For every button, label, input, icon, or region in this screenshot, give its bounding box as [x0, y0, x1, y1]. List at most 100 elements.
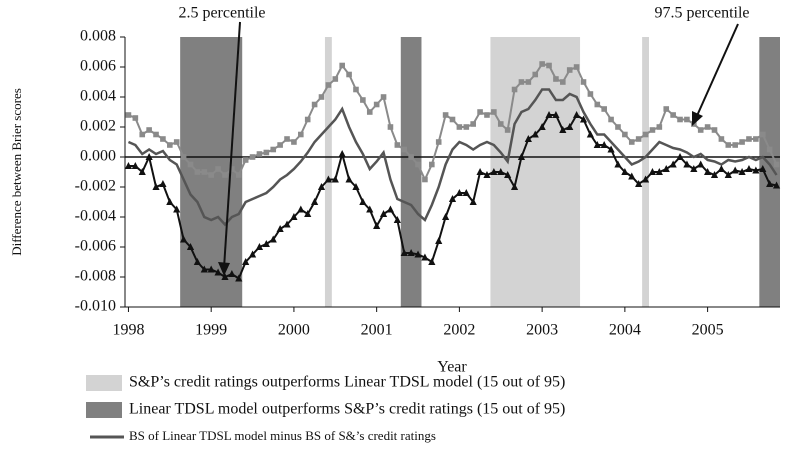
marker — [497, 121, 504, 127]
shaded-region — [642, 37, 649, 307]
marker — [456, 124, 463, 130]
marker — [642, 131, 649, 138]
marker — [704, 124, 711, 130]
marker — [228, 270, 236, 277]
marker — [332, 76, 339, 82]
shaded-region — [759, 37, 780, 307]
marker — [566, 67, 573, 73]
marker — [304, 210, 312, 217]
marker — [359, 198, 367, 205]
marker — [270, 146, 277, 153]
marker — [566, 123, 574, 130]
marker — [732, 142, 738, 148]
arrow-head — [692, 111, 703, 126]
marker — [187, 161, 194, 168]
x-tick-label: 2001 — [361, 322, 393, 339]
marker — [373, 222, 381, 229]
marker — [580, 79, 587, 85]
marker — [394, 142, 401, 148]
marker — [573, 111, 581, 118]
marker — [222, 172, 228, 178]
marker — [407, 249, 415, 256]
marker — [724, 171, 732, 178]
marker — [704, 168, 712, 175]
marker — [269, 235, 277, 243]
marker — [490, 168, 498, 175]
series-line — [127, 88, 778, 227]
marker — [193, 258, 201, 265]
x-tick-label: 2005 — [692, 322, 724, 339]
marker — [387, 124, 394, 130]
marker — [146, 127, 152, 133]
marker — [539, 61, 545, 67]
marker — [421, 253, 429, 261]
marker — [249, 154, 256, 160]
marker — [339, 62, 345, 69]
marker — [331, 175, 339, 183]
y-tick-label: -0.006 — [75, 238, 116, 255]
marker — [200, 265, 208, 273]
marker — [256, 151, 263, 157]
marker — [641, 175, 650, 183]
marker — [739, 139, 745, 145]
marker — [560, 79, 566, 85]
marker — [648, 168, 657, 175]
marker — [766, 146, 773, 153]
marker — [435, 237, 443, 244]
marker — [132, 115, 139, 121]
y-tick-label: 0.004 — [80, 88, 116, 105]
marker — [731, 166, 739, 174]
marker — [532, 71, 539, 78]
marker — [284, 136, 290, 142]
marker — [414, 250, 422, 258]
marker — [524, 135, 532, 142]
marker — [753, 136, 759, 142]
x-axis-label: Year — [437, 359, 467, 376]
annotation-arrow — [695, 23, 739, 119]
marker — [353, 86, 359, 93]
marker — [622, 131, 628, 138]
marker — [366, 109, 373, 115]
marker — [579, 115, 588, 123]
marker — [759, 131, 766, 138]
marker — [573, 64, 580, 70]
marker — [297, 205, 305, 213]
marker — [159, 180, 167, 187]
marker — [298, 131, 304, 138]
marker — [710, 171, 719, 178]
marker — [614, 160, 622, 168]
marker — [559, 126, 567, 133]
marker — [538, 123, 546, 130]
x-tick-label: 2000 — [278, 322, 310, 339]
y-tick-label: -0.008 — [75, 268, 116, 285]
marker — [318, 94, 325, 100]
marker — [276, 225, 284, 232]
marker — [415, 161, 421, 168]
marker — [752, 166, 760, 174]
marker — [772, 181, 781, 189]
marker — [669, 160, 677, 168]
x-tick-label: 1998 — [112, 322, 144, 339]
marker — [207, 265, 215, 273]
annotation: 97.5 percentile — [654, 5, 749, 22]
marker — [517, 153, 526, 160]
marker — [262, 240, 270, 247]
marker — [504, 127, 511, 133]
annotation: 2.5 percentile — [178, 5, 265, 22]
marker — [291, 139, 297, 145]
marker — [553, 76, 559, 82]
marker — [379, 210, 388, 217]
marker — [400, 249, 408, 256]
marker — [166, 198, 174, 205]
marker — [477, 109, 483, 115]
marker — [483, 171, 491, 178]
marker — [621, 168, 629, 175]
marker — [345, 175, 353, 183]
marker — [608, 116, 614, 123]
marker — [208, 172, 214, 178]
marker — [773, 161, 780, 168]
marker — [442, 213, 450, 220]
shaded-region — [324, 37, 332, 307]
marker — [131, 162, 139, 169]
arrow-head — [218, 262, 230, 276]
